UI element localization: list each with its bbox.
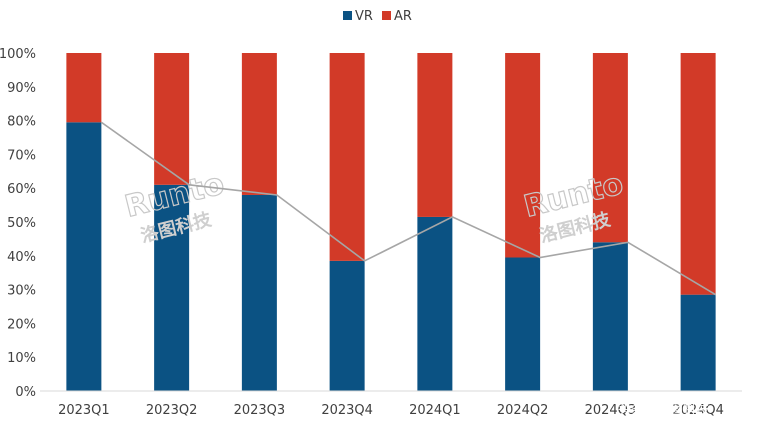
bar-ar: [329, 53, 365, 261]
x-tick-label: 2023Q1: [58, 403, 110, 418]
bar-ar: [417, 53, 453, 217]
bar-ar: [505, 53, 541, 258]
legend-label-ar: AR: [394, 9, 412, 24]
bar-ar: [66, 53, 102, 123]
legend-swatch-vr: [343, 11, 352, 20]
x-tick-label: 2024Q2: [497, 403, 549, 418]
y-tick-label: 20%: [7, 317, 36, 332]
y-tick-label: 10%: [7, 351, 36, 366]
bar-vr: [329, 260, 365, 391]
y-tick-label: 50%: [7, 216, 36, 231]
y-tick-label: 0%: [15, 385, 36, 400]
bar-ar: [241, 53, 277, 195]
bars: [66, 53, 716, 391]
x-tick-label: 2023Q4: [321, 403, 373, 418]
bar-vr: [592, 242, 628, 391]
x-tick-label: 2024Q4: [672, 403, 724, 418]
x-tick-label: 2023Q2: [146, 403, 198, 418]
bar-vr: [154, 184, 190, 391]
y-tick-label: 70%: [7, 148, 36, 163]
y-axis-ticks: 0% 10% 20% 30% 40% 50% 60% 70% 80% 90% 100%: [0, 47, 36, 400]
x-axis-ticks: 2023Q1 2023Q2 2023Q3 2023Q4 2024Q1 2024Q2 2024…: [58, 403, 724, 418]
footer-watermark: 头条@洛图科技: [618, 402, 709, 418]
bar-ar: [680, 53, 716, 295]
bar-vr: [241, 194, 277, 391]
bar-vr: [680, 294, 716, 391]
legend-label-vr: VR: [355, 9, 373, 24]
watermark-left: Runto 洛图科技: [121, 166, 228, 247]
y-tick-label: 90%: [7, 81, 36, 96]
x-tick-label: 2024Q3: [585, 403, 637, 418]
y-tick-label: 30%: [7, 284, 36, 299]
legend-swatch-ar: [382, 11, 391, 20]
watermark-layer: Runto 洛图科技 Runto 洛图科技: [121, 166, 627, 247]
legend: VR AR: [343, 9, 412, 24]
y-tick-label: 80%: [7, 115, 36, 130]
bar-vr: [417, 216, 453, 391]
bar-ar: [592, 53, 628, 243]
vr-share-line: [100, 121, 717, 296]
bar-ar: [154, 53, 190, 185]
y-tick-label: 40%: [7, 250, 36, 265]
y-tick-label: 60%: [7, 182, 36, 197]
y-tick-label: 100%: [0, 47, 36, 62]
bar-vr: [66, 122, 102, 391]
bar-vr: [505, 257, 541, 391]
x-tick-label: 2024Q1: [409, 403, 461, 418]
x-tick-label: 2023Q3: [234, 403, 286, 418]
